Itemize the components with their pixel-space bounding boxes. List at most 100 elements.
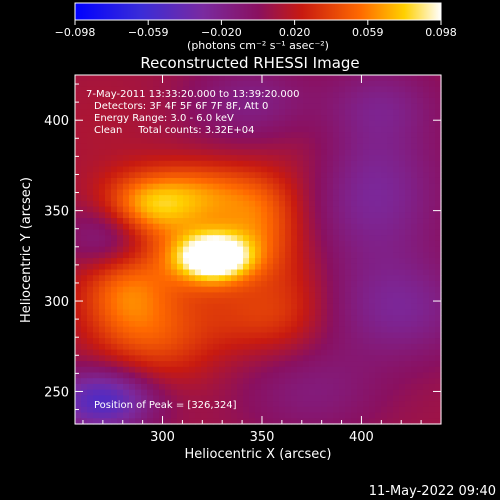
- heatmap-cell: [189, 349, 196, 356]
- heatmap-cell: [135, 309, 142, 316]
- heatmap-cell: [375, 338, 382, 345]
- heatmap-cell: [207, 401, 214, 408]
- heatmap-cell: [87, 275, 94, 282]
- heatmap-cell: [249, 321, 256, 328]
- heatmap-cell: [369, 309, 376, 316]
- heatmap-cell: [339, 258, 346, 265]
- heatmap-cell: [321, 326, 328, 334]
- heatmap-cell: [243, 218, 250, 225]
- heatmap-cell: [177, 218, 184, 225]
- heatmap-cell: [135, 406, 142, 414]
- heatmap-cell: [309, 269, 316, 276]
- heatmap-cell: [237, 246, 244, 253]
- heatmap-cell: [93, 395, 100, 402]
- heatmap-cell: [135, 200, 142, 208]
- heatmap-cell: [183, 269, 190, 276]
- heatmap-cell: [375, 246, 382, 253]
- heatmap-cell: [351, 240, 358, 248]
- heatmap-cell: [249, 355, 256, 362]
- heatmap-cell: [381, 235, 388, 242]
- heatmap-cell: [297, 80, 304, 88]
- heatmap-cell: [321, 309, 328, 316]
- heatmap-cell: [333, 103, 340, 110]
- heatmap-cell: [129, 383, 136, 391]
- heatmap-cell: [147, 183, 154, 191]
- heatmap-cell: [177, 326, 184, 334]
- heatmap-cell: [297, 149, 304, 156]
- heatmap-cell: [177, 235, 184, 242]
- heatmap-cell: [255, 378, 262, 385]
- heatmap-cell: [321, 177, 328, 185]
- heatmap-cell: [219, 92, 226, 99]
- heatmap-cell: [369, 263, 376, 271]
- heatmap-cell: [147, 378, 154, 385]
- heatmap-cell: [93, 92, 100, 99]
- heatmap-cell: [81, 80, 88, 88]
- heatmap-cell: [219, 166, 226, 173]
- heatmap-cell: [171, 183, 178, 191]
- heatmap-cell: [351, 303, 358, 311]
- heatmap-cell: [351, 315, 358, 322]
- heatmap-cell: [345, 240, 352, 248]
- heatmap-cell: [177, 172, 184, 179]
- heatmap-cell: [273, 109, 280, 116]
- heatmap-cell: [381, 303, 388, 311]
- heatmap-cell: [105, 406, 112, 414]
- heatmap-cell: [339, 177, 346, 185]
- heatmap-cell: [339, 229, 346, 236]
- heatmap-cell: [105, 298, 112, 305]
- heatmap-cell: [153, 75, 160, 82]
- heatmap-cell: [345, 349, 352, 356]
- heatmap-cell: [87, 343, 94, 351]
- heatmap-cell: [429, 275, 436, 282]
- heatmap-cell: [261, 97, 268, 105]
- heatmap-cell: [405, 418, 412, 425]
- heatmap-cell: [141, 80, 148, 88]
- heatmap-cell: [249, 418, 256, 425]
- heatmap-cell: [243, 149, 250, 156]
- heatmap-cell: [363, 349, 370, 356]
- heatmap-cell: [141, 103, 148, 110]
- heatmap-cell: [171, 92, 178, 99]
- heatmap-cell: [111, 149, 118, 156]
- heatmap-cell: [321, 355, 328, 362]
- heatmap-cell: [213, 389, 220, 396]
- heatmap-cell: [231, 372, 238, 379]
- heatmap-cell: [237, 75, 244, 82]
- heatmap-cell: [351, 229, 358, 236]
- heatmap-cell: [171, 412, 178, 419]
- heatmap-cell: [189, 137, 196, 145]
- heatmap-cell: [177, 355, 184, 362]
- heatmap-cell: [333, 252, 340, 259]
- heatmap-cell: [165, 212, 172, 219]
- heatmap-cell: [231, 263, 238, 271]
- heatmap-cell: [189, 200, 196, 208]
- heatmap-cell: [93, 229, 100, 236]
- heatmap-cell: [321, 406, 328, 414]
- heatmap-cell: [87, 137, 94, 145]
- heatmap-cell: [153, 361, 160, 368]
- heatmap-cell: [315, 321, 322, 328]
- heatmap-cell: [279, 332, 286, 339]
- heatmap-cell: [423, 269, 430, 276]
- heatmap-cell: [189, 149, 196, 156]
- heatmap-cell: [285, 149, 292, 156]
- heatmap-cell: [201, 292, 208, 299]
- heatmap-cell: [117, 418, 124, 425]
- heatmap-cell: [165, 195, 172, 202]
- heatmap-cell: [435, 275, 442, 282]
- heatmap-cell: [297, 269, 304, 276]
- heatmap-cell: [237, 206, 244, 213]
- heatmap-cell: [261, 195, 268, 202]
- heatmap-cell: [273, 292, 280, 299]
- heatmap-cell: [99, 80, 106, 88]
- heatmap-cell: [429, 269, 436, 276]
- heatmap-cell: [129, 103, 136, 110]
- heatmap-cell: [303, 109, 310, 116]
- heatmap-cell: [411, 120, 418, 128]
- heatmap-cell: [81, 286, 88, 294]
- heatmap-cell: [423, 166, 430, 173]
- heatmap-cell: [285, 269, 292, 276]
- heatmap-cell: [117, 212, 124, 219]
- heatmap-cell: [357, 395, 364, 402]
